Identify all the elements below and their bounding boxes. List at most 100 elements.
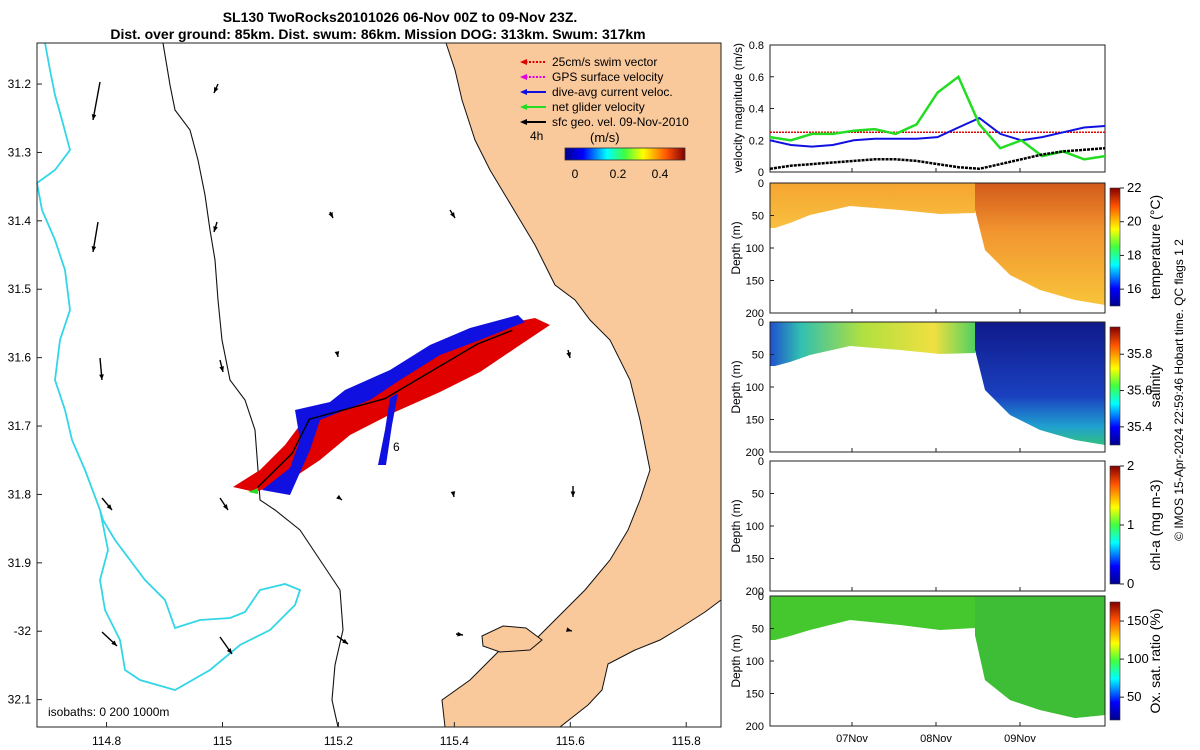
geo-velocity-arrowhead — [99, 374, 104, 380]
geo-velocity-arrowhead — [450, 491, 456, 497]
depth-tick-label: 150 — [746, 554, 764, 566]
velocity-ylabel: velocity magnitude (m/s) — [731, 43, 745, 173]
depth-tick-label: 200 — [746, 721, 764, 733]
legend-arrowhead — [520, 119, 527, 125]
map-y-tick-label: 31.5 — [8, 282, 32, 296]
depth-tick-label: 0 — [758, 317, 764, 329]
legend-label: dive-avg current veloc. — [552, 85, 673, 99]
isobath-1000m — [36, 42, 302, 691]
geo-velocity-arrowhead — [91, 114, 97, 120]
map-colorbar — [564, 147, 686, 161]
geo-velocity-arrowhead — [328, 212, 333, 218]
map-y-tick-label: 31.9 — [8, 556, 32, 570]
map-x-tick-label: 115.6 — [556, 734, 585, 748]
depth-tick-label: 200 — [746, 308, 764, 320]
map-colorbar-tick: 0 — [572, 167, 579, 181]
map-panel: 114.8 115 115.2 115.4 115.6 115.8 31.231.331.… — [8, 42, 722, 748]
salinity-shelf-field — [770, 322, 975, 366]
salinity-colorbar-label: salinity — [1147, 365, 1163, 408]
colorbar-tick-label: 2 — [1127, 458, 1134, 473]
velocity-series-line — [769, 116, 1106, 148]
depth-tick-label: 200 — [746, 447, 764, 459]
map-colorbar-tick: 0.2 — [610, 167, 627, 181]
isobath-note: isobaths: 0 200 1000m — [48, 705, 169, 719]
colorbar-tick-label: 50 — [1127, 689, 1141, 704]
depth-tick-label: 100 — [746, 243, 764, 255]
geo-velocity-arrow — [92, 81, 101, 121]
map-y-ticks: 31.2 31.3 31.4 31.5 31.6 31.7 31.8 31.9 -32 32.1 — [8, 77, 42, 707]
velocity-series — [769, 74, 1106, 171]
oxygen-deep-field — [975, 596, 1105, 718]
geo-velocity-arrowhead — [566, 627, 572, 632]
chlorophyll-axes — [769, 460, 1106, 592]
temperature-panel: temperature (°C) — [769, 182, 1163, 314]
velocity-tick-label: 0 — [758, 167, 764, 179]
oxygen-panel: Ox. sat. ratio (%) — [769, 595, 1163, 727]
colorbar-tick-label: 35.4 — [1127, 419, 1152, 434]
geo-velocity-arrowhead — [222, 504, 228, 510]
oxygen-colorbar-label: Ox. sat. ratio (%) — [1147, 608, 1163, 713]
legend-arrowhead — [520, 59, 527, 65]
map-x-tick-label: 115 — [213, 734, 232, 748]
colorbar-tick-label: 20 — [1127, 214, 1141, 229]
map-x-tick-label: 115.8 — [672, 734, 701, 748]
depth-axis-label: Depth (m) — [729, 499, 743, 552]
depth-tick-label: 50 — [752, 489, 764, 501]
map-frame — [36, 42, 722, 728]
legend-arrowhead — [520, 74, 527, 80]
colorbar-tick-label: 0 — [1127, 576, 1134, 591]
day-tick-label: 07Nov — [836, 733, 868, 745]
velocity-tick-label: 0.6 — [749, 72, 764, 84]
day-tick-label: 08Nov — [920, 733, 952, 745]
oxygen-colorbar — [1109, 601, 1121, 721]
geo-velocity-arrowhead — [566, 352, 571, 358]
map-colorbar-tick: 0.4 — [652, 167, 669, 181]
title-line-2: Dist. over ground: 85km. Dist. swum: 86k… — [110, 26, 645, 42]
chlorophyll-colorbar-label: chl-a (mg m-3) — [1147, 479, 1163, 570]
glider-track-swaths — [233, 315, 550, 495]
map-y-tick-label: -32 — [14, 624, 32, 638]
map-y-tick-label: 31.2 — [8, 77, 32, 91]
dive-avg-swath-branch — [378, 393, 398, 465]
map-y-tick-label: 31.3 — [8, 145, 32, 159]
colorbar-tick-label: 100 — [1127, 651, 1149, 666]
geo-velocity-arrowhead — [450, 212, 455, 218]
map-y-tick-label: 32.1 — [8, 693, 32, 707]
legend-arrowhead — [520, 89, 527, 95]
map-x-tick-label: 115.4 — [440, 734, 469, 748]
geo-velocity-arrowhead — [106, 504, 112, 510]
time-marker: 4h — [530, 129, 543, 143]
depth-tick-label: 100 — [746, 521, 764, 533]
velocity-tick-label: 0.8 — [749, 40, 764, 52]
map-x-tick-label: 114.8 — [92, 734, 121, 748]
temperature-colorbar — [1109, 187, 1121, 307]
geo-velocity-arrowhead — [570, 491, 576, 497]
depth-tick-label: 0 — [758, 456, 764, 468]
colorbar-tick-label: 35.6 — [1127, 383, 1152, 398]
salinity-deep-field — [770, 322, 1105, 445]
legend-label: net glider velocity — [552, 100, 645, 114]
velocity-y-ticks: 0 0.2 0.4 0.6 0.8 — [749, 40, 774, 179]
colorbar-tick-label: 22 — [1127, 180, 1141, 195]
map-y-tick-label: 31.8 — [8, 487, 32, 501]
depth-tick-label: 200 — [746, 586, 764, 598]
geo-velocity-arrowhead — [342, 638, 348, 644]
velocity-series-line — [769, 146, 1106, 171]
depth-tick-label: 150 — [746, 276, 764, 288]
map-y-tick-label: 31.6 — [8, 351, 32, 365]
geostrophic-arrows — [91, 81, 576, 655]
colorbar-tick-label: 1 — [1127, 517, 1134, 532]
title-line-1: SL130 TwoRocks20101026 06-Nov 00Z to 09-… — [223, 9, 578, 25]
colorbar-tick-label: 150 — [1127, 613, 1149, 628]
dive-avg-swath — [262, 315, 525, 495]
colorbar-unit-label: (m/s) — [590, 130, 620, 145]
glider-track-line — [256, 329, 513, 489]
geo-velocity-arrowhead — [213, 226, 218, 232]
geo-velocity-arrowhead — [91, 246, 97, 252]
map-y-tick-label: 31.7 — [8, 419, 32, 433]
depth-tick-label: 0 — [758, 178, 764, 190]
depth-tick-label: 0 — [758, 591, 764, 603]
velocity-tick-label: 0.2 — [749, 135, 764, 147]
